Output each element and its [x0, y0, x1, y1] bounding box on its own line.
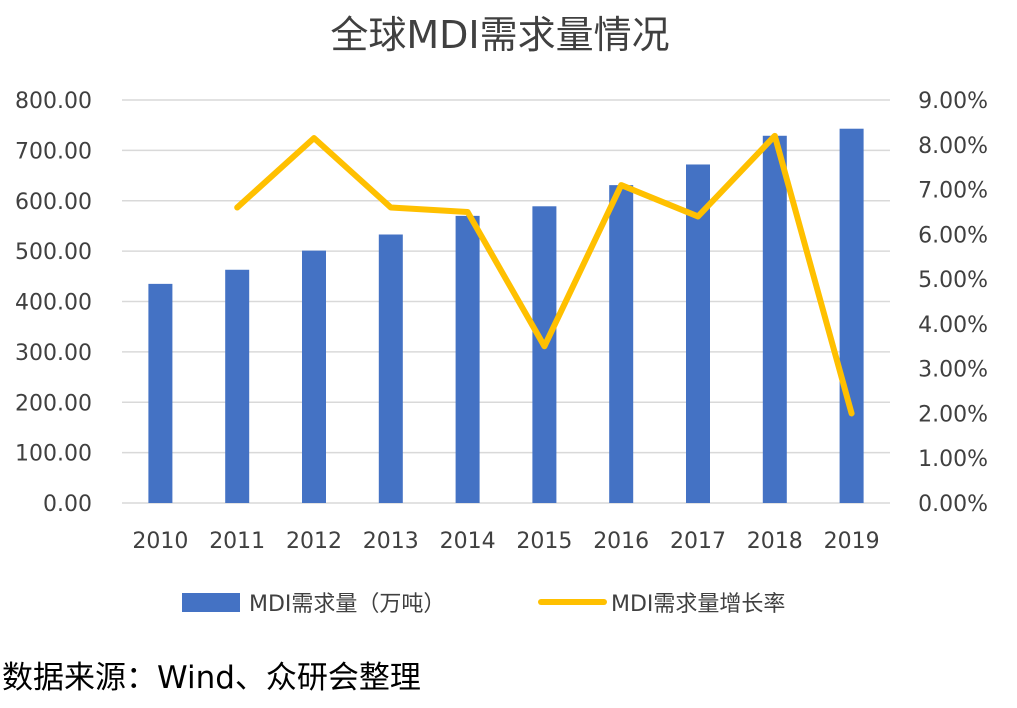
right-tick-label: 4.00%: [918, 313, 988, 338]
left-tick-label: 800.00: [15, 89, 92, 114]
left-tick-label: 200.00: [15, 391, 92, 416]
left-axis-ticks: 0.00 100.00 200.00 300.00 400.00 500.00 600.00…: [15, 89, 92, 517]
left-tick-label: 0.00: [43, 492, 92, 517]
x-axis-ticks: 2010 2011 2012 2013 2014 2015 2016 2017 2018 2019: [132, 529, 879, 554]
x-tick-label: 2018: [747, 529, 803, 554]
x-tick-label: 2010: [132, 529, 188, 554]
bar: [148, 283, 173, 503]
x-tick-label: 2017: [670, 529, 726, 554]
bar: [839, 128, 864, 503]
source-note: 数据来源：Wind、众研会整理: [2, 660, 421, 696]
x-tick-label: 2015: [516, 529, 572, 554]
left-tick-label: 600.00: [15, 190, 92, 215]
bar: [225, 269, 250, 503]
bar: [378, 234, 403, 503]
x-tick-label: 2011: [209, 529, 265, 554]
left-tick-label: 700.00: [15, 139, 92, 164]
x-tick-label: 2014: [440, 529, 496, 554]
bar: [455, 215, 480, 504]
legend-bar-label: MDI需求量（万吨）: [249, 592, 445, 617]
right-tick-label: 5.00%: [918, 268, 988, 293]
line-series: [234, 132, 855, 417]
bar: [762, 135, 787, 504]
right-tick-label: 3.00%: [918, 358, 988, 383]
bar: [686, 164, 710, 504]
right-tick-label: 6.00%: [918, 223, 988, 248]
bar: [532, 206, 557, 503]
right-tick-label: 2.00%: [918, 402, 988, 427]
chart-title: 全球MDI需求量情况: [330, 13, 669, 57]
right-tick-label: 7.00%: [918, 179, 988, 204]
bar: [302, 250, 326, 503]
legend-bar-swatch: [182, 593, 240, 612]
bar: [609, 185, 634, 504]
right-tick-label: 0.00%: [918, 492, 988, 517]
right-tick-label: 8.00%: [918, 134, 988, 159]
x-tick-label: 2012: [286, 529, 342, 554]
x-tick-label: 2019: [824, 529, 880, 554]
x-tick-label: 2016: [593, 529, 649, 554]
x-tick-label: 2013: [363, 529, 419, 554]
left-tick-label: 100.00: [15, 442, 92, 467]
gridlines: [122, 99, 890, 504]
right-axis-ticks: 0.00% 1.00% 2.00% 3.00% 4.00% 5.00% 6.00% 7.00%…: [918, 89, 988, 517]
left-tick-label: 500.00: [15, 240, 92, 265]
left-tick-label: 300.00: [15, 341, 92, 366]
right-tick-label: 1.00%: [918, 447, 988, 472]
bar-series: [148, 128, 864, 504]
legend-line-label: MDI需求量增长率: [611, 592, 785, 617]
left-tick-label: 400.00: [15, 291, 92, 316]
legend: MDI需求量（万吨） MDI需求量增长率: [182, 592, 785, 617]
right-tick-label: 9.00%: [918, 89, 988, 114]
